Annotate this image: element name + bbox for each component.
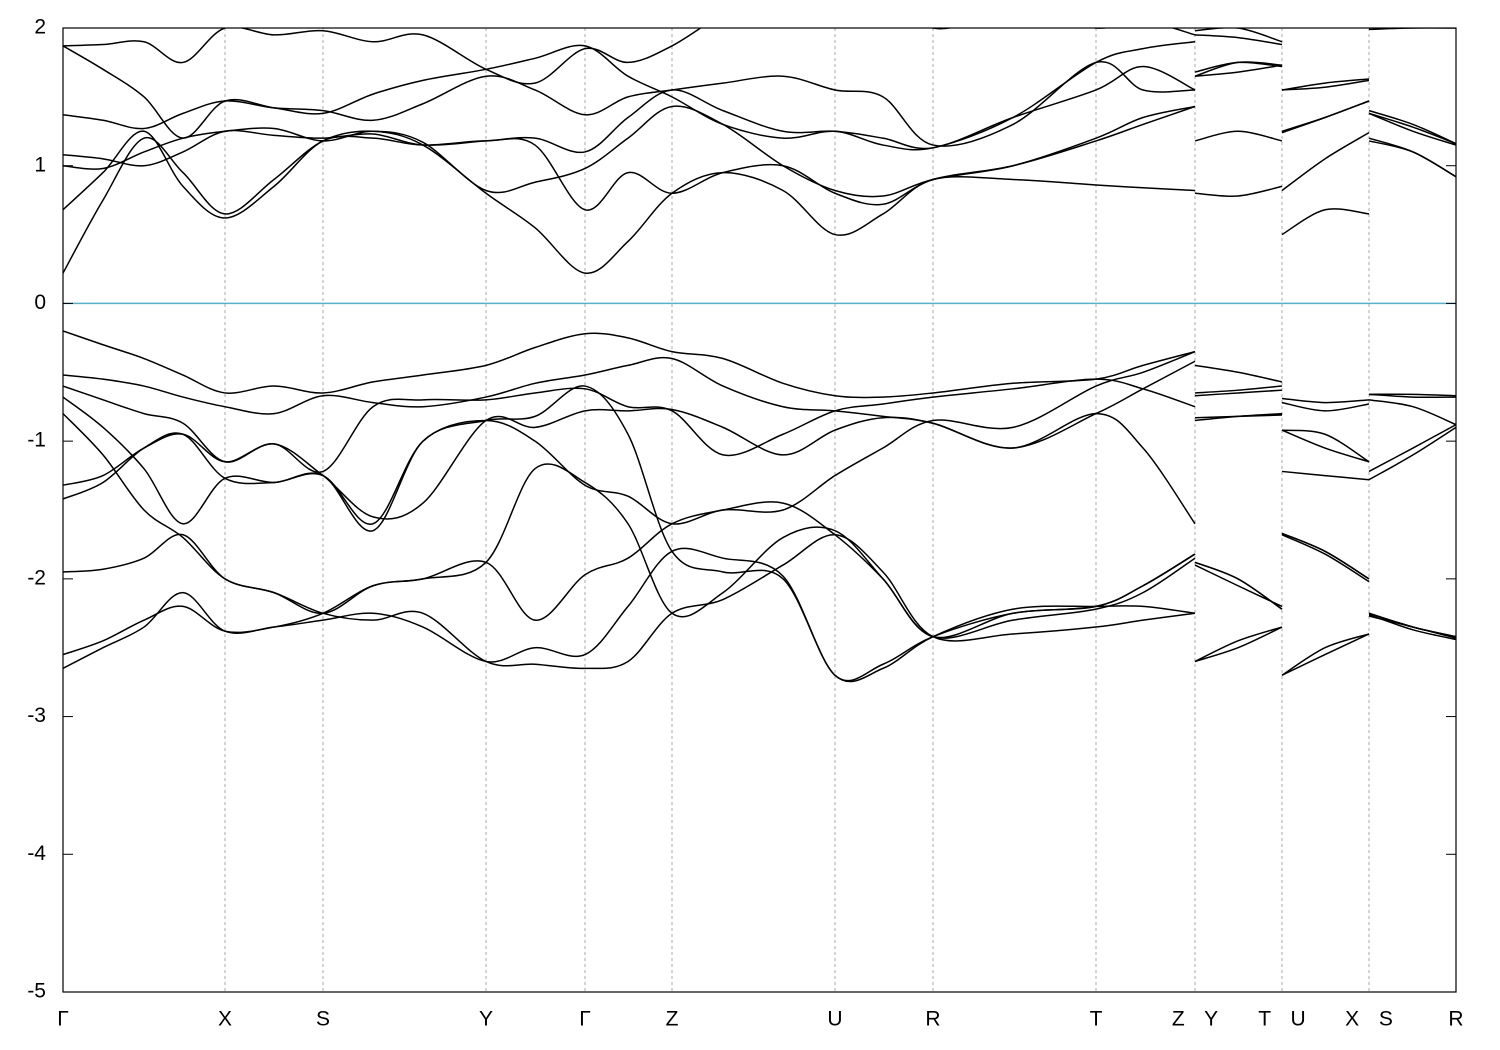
y-tick-label: 0: [34, 291, 46, 314]
x-tick-label: Γ: [579, 1008, 591, 1031]
band-line: [63, 64, 1456, 198]
x-tick-label: T: [1090, 1008, 1103, 1031]
y-tick-label: 1: [34, 153, 46, 176]
band-line: [63, 378, 1456, 486]
x-tick-label: Y: [479, 1008, 493, 1031]
band-line: [63, 130, 1456, 274]
x-tick-label: R: [925, 1008, 940, 1031]
x-tick-label: Z Y: [1172, 1008, 1218, 1031]
band-line: [63, 356, 1456, 449]
plot-frame: [62, 27, 1457, 993]
y-tick-label: -2: [27, 566, 46, 589]
band-line: [63, 350, 1456, 525]
x-tick-label: X S: [1345, 1008, 1393, 1031]
band-line: [63, 463, 1456, 656]
band-line: [63, 330, 1456, 404]
axis-labels: -5 -4 -3 -2 -1 0 1 2 Γ X S Y Γ Z U R T Z Y T U X S R: [27, 16, 1463, 1031]
grid: [62, 28, 1457, 992]
x-tick-label: Z: [666, 1008, 679, 1031]
y-tick-label: 2: [34, 16, 46, 39]
x-tick-label: U: [827, 1008, 842, 1031]
y-tick-label: -5: [27, 980, 46, 1003]
band-line: [63, 532, 1456, 682]
x-tick-label: S: [316, 1008, 330, 1031]
x-tick-label: R: [1448, 1008, 1463, 1031]
x-tick-label: T U: [1258, 1008, 1305, 1031]
band-line: [63, 105, 1456, 219]
x-tick-label: Γ: [57, 1008, 69, 1031]
y-tick-label: -1: [27, 429, 46, 452]
band-line: [63, 60, 1456, 147]
y-tick-label: -4: [27, 842, 46, 865]
y-tick-label: -3: [27, 704, 46, 727]
band-line: [63, 385, 1456, 683]
x-tick-label: X: [218, 1008, 232, 1031]
bands: [63, 28, 1456, 683]
band-line: [63, 533, 1456, 676]
band-line: [63, 28, 1283, 85]
band-line: [63, 28, 1456, 151]
